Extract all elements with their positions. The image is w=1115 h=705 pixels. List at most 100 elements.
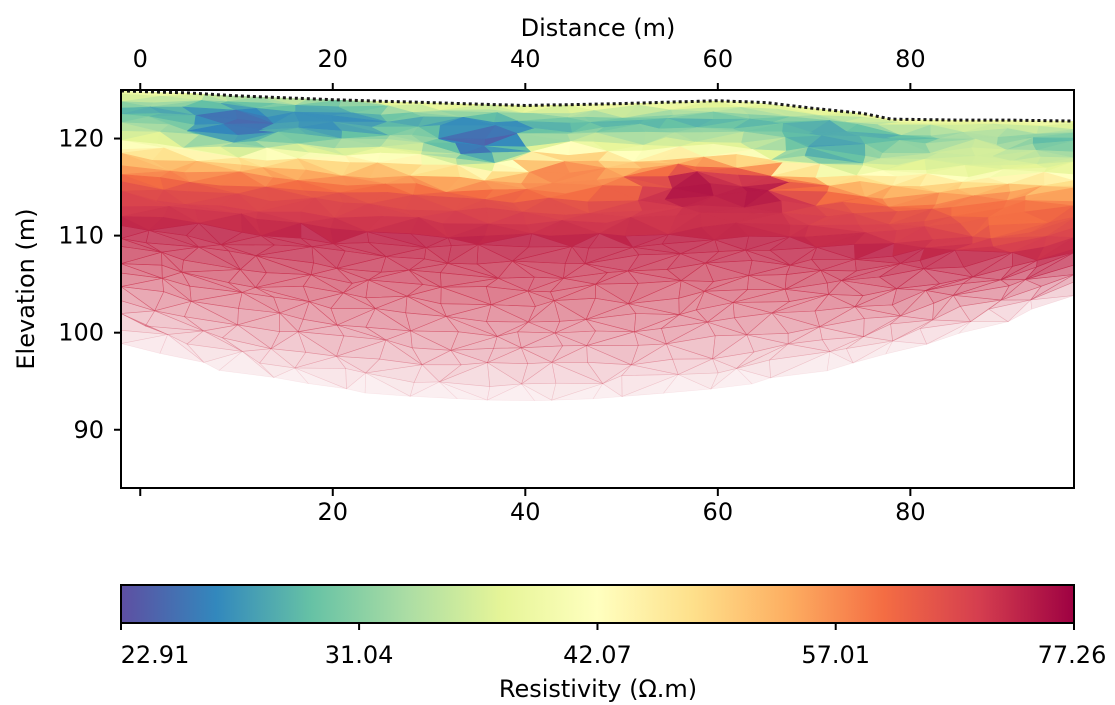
x-bottom-tick-label: 40 xyxy=(510,498,541,526)
mesh-cell xyxy=(294,355,347,369)
mesh-cell xyxy=(891,328,928,345)
mesh-cell xyxy=(828,348,854,364)
mesh-cell xyxy=(662,374,712,394)
mesh-cell xyxy=(493,335,522,349)
mesh-cell xyxy=(745,312,789,336)
mesh-cell xyxy=(735,367,772,385)
mesh-cell xyxy=(121,300,155,314)
mesh-cell xyxy=(932,294,961,321)
mesh-cell xyxy=(486,304,529,323)
mesh-cell xyxy=(814,294,857,312)
mesh-cell xyxy=(439,381,491,401)
mesh-cell xyxy=(445,315,498,337)
mesh-cell xyxy=(678,372,719,390)
mesh-cell xyxy=(270,331,300,350)
mesh-cell xyxy=(621,374,679,397)
mesh-cell xyxy=(1000,279,1042,301)
mesh-cell xyxy=(336,307,376,328)
mesh-cell xyxy=(270,331,307,353)
mesh-cell xyxy=(554,319,597,334)
mesh-cell xyxy=(666,321,716,345)
mesh-cell xyxy=(154,291,193,312)
mesh-cell xyxy=(446,316,499,338)
mesh-cell xyxy=(958,321,1009,334)
x-top-tick-label: 20 xyxy=(318,45,349,73)
mesh-cell xyxy=(439,381,488,401)
mesh-cell xyxy=(706,321,747,337)
mesh-cell xyxy=(1030,281,1074,301)
mesh-cell xyxy=(421,364,462,383)
mesh-cell xyxy=(633,313,680,333)
mesh-cell xyxy=(771,310,821,328)
mesh-cell xyxy=(712,334,755,360)
mesh-cell xyxy=(439,362,491,387)
x-bottom-tick-label: 80 xyxy=(895,498,926,526)
mesh-cell xyxy=(551,383,604,401)
mesh-cell xyxy=(294,367,347,390)
y-tick-label: 110 xyxy=(58,222,104,250)
mesh-cell xyxy=(709,367,753,390)
mesh-cell xyxy=(788,326,823,345)
mesh-cell xyxy=(365,326,411,341)
mesh-cell xyxy=(144,310,204,332)
colorbar-ticks: 22.91 31.04 42.07 57.01 77.26 xyxy=(120,623,1107,669)
mesh-cell xyxy=(554,319,587,334)
mesh-cell xyxy=(121,313,168,335)
mesh-cell xyxy=(413,364,441,383)
mesh-cell xyxy=(1024,274,1074,287)
mesh-cell xyxy=(516,321,556,334)
mesh-cell xyxy=(259,348,296,369)
mesh-cell xyxy=(892,319,933,342)
mesh-cell xyxy=(1030,274,1074,301)
mesh-cell xyxy=(711,351,755,369)
mesh-cell xyxy=(854,306,901,319)
mesh-cell xyxy=(237,324,281,350)
mesh-cell xyxy=(154,300,192,318)
mesh-cell xyxy=(241,292,281,314)
x-top-tick-label: 0 xyxy=(133,45,148,73)
mesh-cell xyxy=(273,296,310,314)
mesh-cell xyxy=(520,382,557,401)
mesh-cell xyxy=(712,334,748,360)
mesh-cell xyxy=(279,312,299,333)
mesh-cell xyxy=(770,351,831,379)
mesh-cell xyxy=(528,320,561,334)
mesh-cell xyxy=(450,335,498,351)
mesh-cell xyxy=(450,349,488,366)
x-axis-top: 0 20 40 60 80 xyxy=(133,45,926,90)
mesh-cell xyxy=(819,326,864,341)
mesh-cell xyxy=(788,339,831,353)
y-tick-label: 120 xyxy=(58,125,104,153)
mesh-cell xyxy=(845,340,893,364)
mesh-cell xyxy=(237,312,281,333)
mesh-cell xyxy=(336,339,387,360)
mesh-cell xyxy=(919,319,971,329)
mesh-cell xyxy=(678,309,709,323)
x-bottom-tick-label: 60 xyxy=(703,498,734,526)
mesh-cell xyxy=(746,334,789,353)
mesh-cell xyxy=(925,289,955,304)
mesh-cell xyxy=(242,351,275,378)
plot-area: 0 20 40 60 80 20 40 60 80 90 100 110 120 xyxy=(58,45,1075,526)
mesh-cell xyxy=(409,381,458,400)
mesh-cell xyxy=(410,330,451,351)
mesh-cell xyxy=(222,337,272,352)
mesh-cell xyxy=(517,331,556,349)
y-axis: 90 100 110 120 xyxy=(58,125,121,444)
mesh-cell xyxy=(336,335,386,357)
mesh-cell xyxy=(1030,295,1074,310)
mesh-cell xyxy=(294,351,337,369)
mesh-cell xyxy=(735,359,771,379)
y-tick-label: 90 xyxy=(73,416,104,444)
colorbar-tick-label: 57.01 xyxy=(801,641,870,669)
mesh-cell xyxy=(450,331,498,351)
resistivity-mesh xyxy=(121,90,1074,401)
mesh-cell xyxy=(186,330,243,352)
mesh-cell xyxy=(891,290,927,317)
colorbar-tick-label: 77.26 xyxy=(1038,641,1107,669)
mesh-cell xyxy=(885,340,927,355)
mesh-cell xyxy=(330,292,376,309)
mesh-cell xyxy=(167,334,205,363)
mesh-cell xyxy=(487,362,523,387)
mesh-cell xyxy=(1030,274,1074,301)
